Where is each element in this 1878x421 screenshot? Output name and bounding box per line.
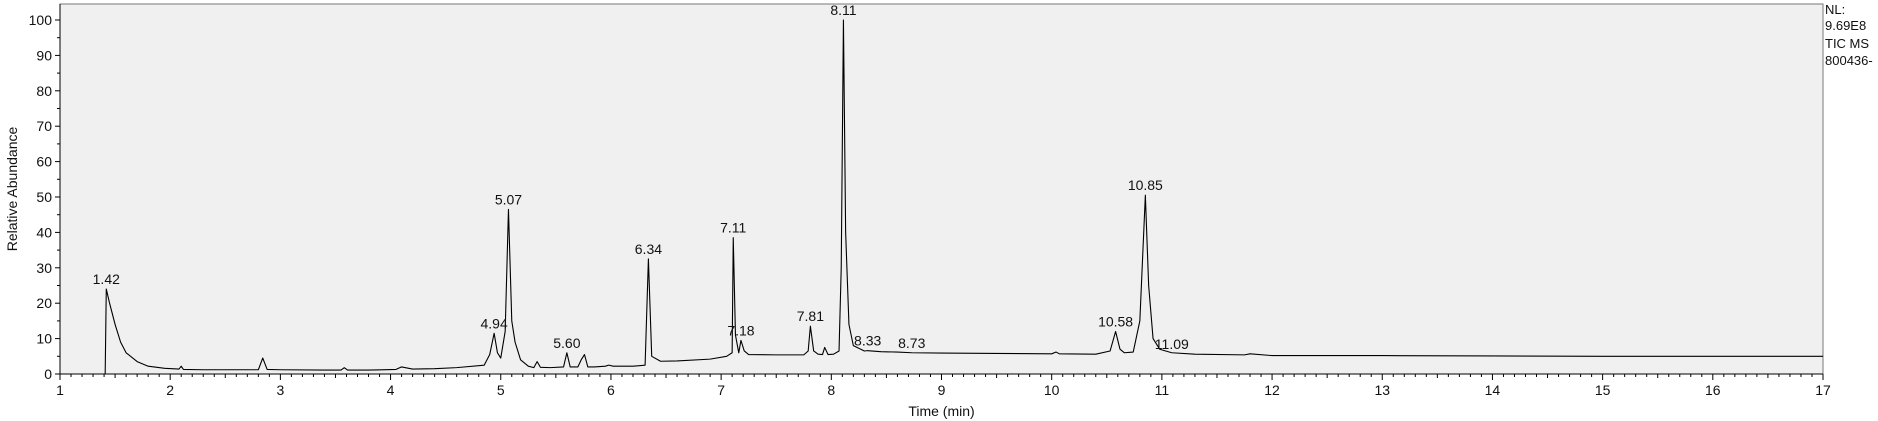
x-tick-label: 17 bbox=[1815, 382, 1831, 398]
y-tick-label: 60 bbox=[36, 154, 52, 170]
x-tick-label: 7 bbox=[717, 382, 725, 398]
peak-label: 4.94 bbox=[481, 315, 508, 331]
x-tick-label: 8 bbox=[827, 382, 835, 398]
plot-area bbox=[59, 3, 1824, 375]
x-tick-label: 12 bbox=[1264, 382, 1280, 398]
y-tick-label: 50 bbox=[36, 189, 52, 205]
y-tick-label: 30 bbox=[36, 260, 52, 276]
y-tick-label: 10 bbox=[36, 331, 52, 347]
x-tick-label: 6 bbox=[607, 382, 615, 398]
x-tick-label: 10 bbox=[1044, 382, 1060, 398]
x-tick-label: 16 bbox=[1705, 382, 1721, 398]
peak-label: 8.33 bbox=[854, 333, 881, 349]
x-tick-label: 15 bbox=[1595, 382, 1611, 398]
peak-label: 11.09 bbox=[1155, 336, 1189, 352]
peak-label: 10.58 bbox=[1098, 314, 1133, 330]
x-tick-label: 11 bbox=[1155, 382, 1170, 398]
peak-label: 5.60 bbox=[553, 335, 580, 351]
x-axis-title: Time (min) bbox=[908, 403, 974, 419]
peak-label: 5.07 bbox=[495, 191, 522, 207]
sample-id: 800436- bbox=[1825, 53, 1873, 68]
x-tick-label: 2 bbox=[166, 382, 174, 398]
peak-labels: 1.42 4.94 5.07 5.60 6.34 7.11 7.18 7.81 8.11 8.33… bbox=[93, 2, 1189, 352]
peak-label: 7.18 bbox=[727, 322, 754, 338]
x-tick-label: 1 bbox=[56, 382, 64, 398]
peak-label: 7.11 bbox=[720, 220, 746, 236]
nl-label: NL: bbox=[1825, 2, 1846, 17]
y-tick-label: 20 bbox=[36, 295, 52, 311]
y-tick-label: 90 bbox=[36, 47, 52, 63]
peak-label: 8.73 bbox=[898, 335, 925, 351]
y-axis: 0 10 20 30 40 50 60 70 80 90 100 bbox=[29, 4, 61, 382]
x-tick-label: 14 bbox=[1485, 382, 1501, 398]
scan-filter: TIC MS bbox=[1825, 36, 1870, 51]
tic-trace bbox=[104, 19, 1823, 375]
peak-label: 10.85 bbox=[1128, 177, 1163, 193]
y-tick-label: 80 bbox=[36, 83, 52, 99]
x-tick-label: 4 bbox=[387, 382, 395, 398]
x-tick-label: 13 bbox=[1374, 382, 1390, 398]
y-tick-label: 0 bbox=[44, 366, 52, 382]
y-axis-title: Relative Abundance bbox=[4, 127, 20, 252]
x-axis: 1 2 3 4 5 6 7 8 9 10 11 12 13 14 15 16 17 bbox=[56, 373, 1831, 398]
y-tick-label: 100 bbox=[29, 12, 53, 28]
peak-label: 8.11 bbox=[830, 2, 856, 18]
nl-value: 9.69E8 bbox=[1825, 18, 1867, 33]
peak-label: 1.42 bbox=[93, 271, 120, 287]
x-tick-label: 3 bbox=[276, 382, 284, 398]
peak-label: 7.81 bbox=[797, 308, 824, 324]
x-tick-label: 5 bbox=[497, 382, 505, 398]
y-tick-label: 40 bbox=[36, 224, 52, 240]
y-tick-label: 70 bbox=[36, 118, 52, 134]
peak-label: 6.34 bbox=[635, 241, 662, 257]
x-tick-label: 9 bbox=[938, 382, 946, 398]
